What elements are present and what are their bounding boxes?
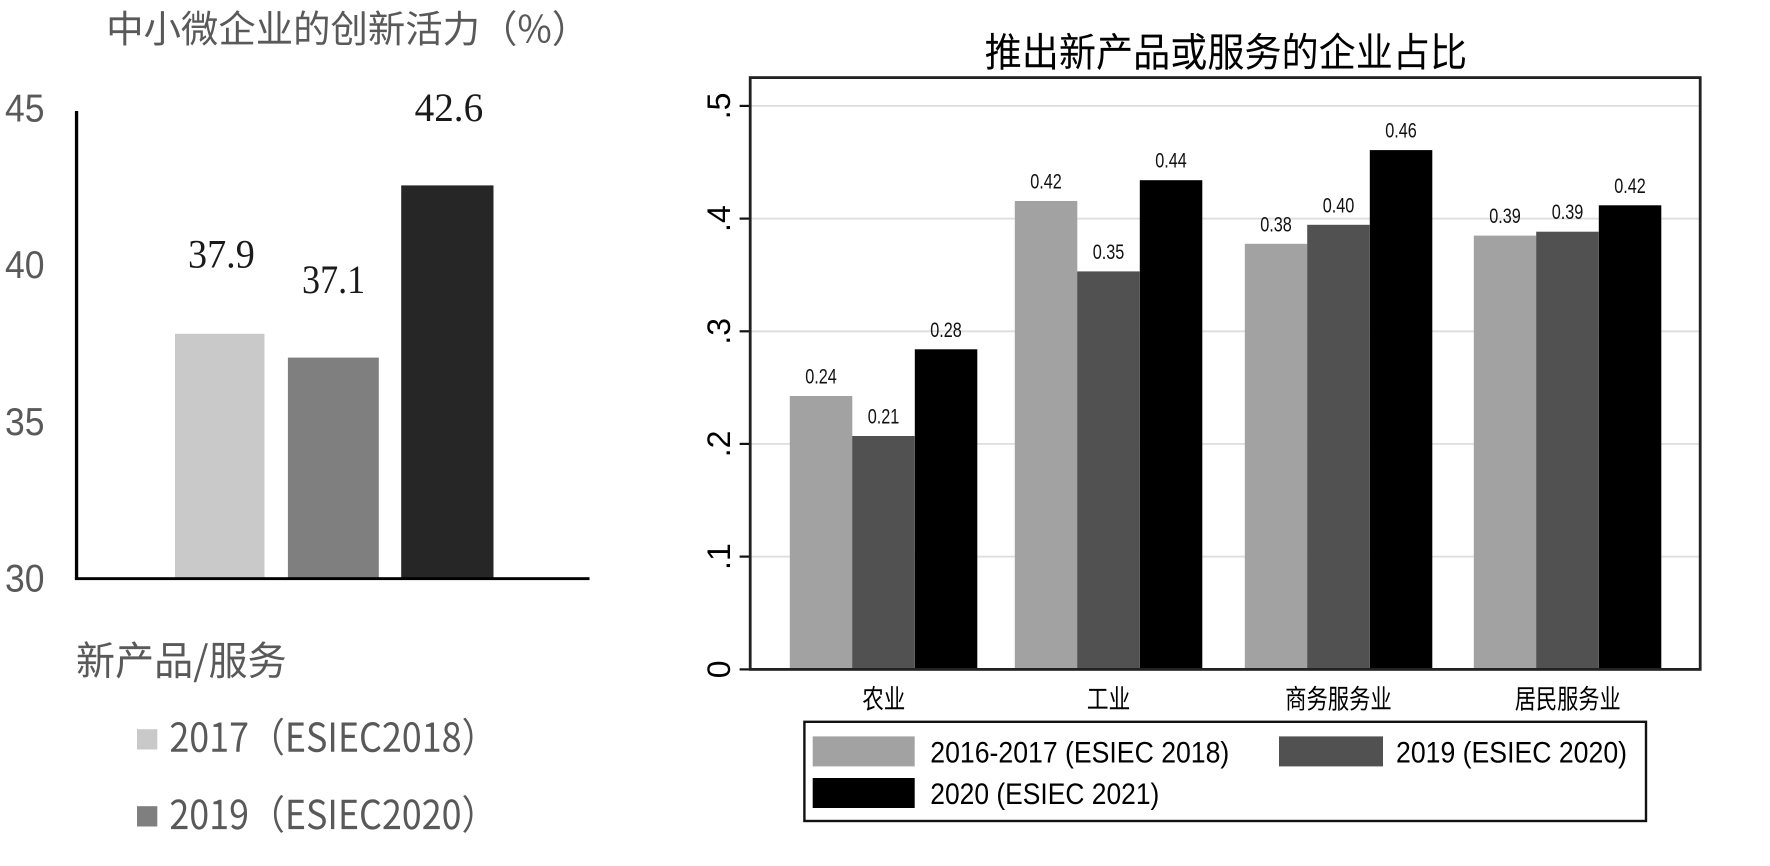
- svg-text:.5: .5: [701, 93, 737, 120]
- svg-text:42.6: 42.6: [415, 85, 484, 130]
- svg-text:37.1: 37.1: [302, 257, 365, 302]
- svg-text:0.39: 0.39: [1552, 201, 1584, 224]
- svg-text:0.42: 0.42: [1030, 171, 1062, 194]
- svg-text:37.9: 37.9: [188, 232, 255, 277]
- svg-text:2020 (ESIEC 2021): 2020 (ESIEC 2021): [930, 778, 1159, 811]
- svg-text:2019 (ESIEC 2020): 2019 (ESIEC 2020): [1396, 736, 1627, 769]
- svg-text:45: 45: [5, 88, 45, 131]
- svg-text:35: 35: [5, 401, 45, 444]
- svg-text:0.46: 0.46: [1385, 120, 1417, 143]
- svg-text:0: 0: [701, 661, 737, 679]
- svg-text:0.28: 0.28: [930, 319, 962, 342]
- svg-text:.2: .2: [701, 431, 737, 458]
- svg-text:0.35: 0.35: [1093, 241, 1125, 264]
- svg-text:40: 40: [5, 244, 45, 287]
- svg-text:.3: .3: [701, 318, 737, 345]
- svg-text:2016-2017 (ESIEC 2018): 2016-2017 (ESIEC 2018): [930, 736, 1229, 769]
- svg-text:0.24: 0.24: [805, 366, 837, 389]
- svg-text:0.44: 0.44: [1155, 150, 1187, 173]
- svg-text:0.40: 0.40: [1323, 194, 1355, 217]
- svg-text:0.42: 0.42: [1614, 175, 1646, 198]
- svg-text:0.39: 0.39: [1489, 205, 1521, 228]
- svg-text:0.38: 0.38: [1260, 213, 1292, 236]
- svg-text:30: 30: [5, 558, 45, 601]
- svg-text:0.21: 0.21: [868, 406, 900, 429]
- svg-text:.1: .1: [701, 543, 737, 570]
- svg-text:.4: .4: [701, 205, 737, 232]
